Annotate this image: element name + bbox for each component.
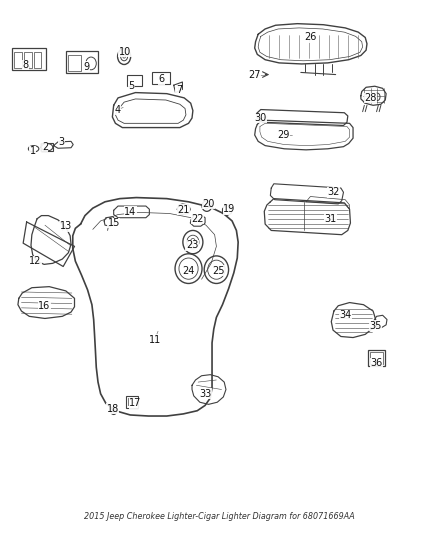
Text: 19: 19 bbox=[223, 204, 236, 214]
Text: 17: 17 bbox=[129, 398, 141, 408]
Bar bbox=[14, 52, 22, 68]
Bar bbox=[152, 72, 170, 84]
Text: 29: 29 bbox=[277, 130, 290, 140]
Bar bbox=[127, 398, 136, 406]
Text: 2: 2 bbox=[42, 142, 48, 152]
Text: 25: 25 bbox=[213, 266, 225, 276]
Text: 33: 33 bbox=[199, 389, 211, 399]
Text: 10: 10 bbox=[119, 47, 131, 56]
Bar bbox=[67, 55, 81, 71]
Bar bbox=[42, 143, 53, 151]
Text: 4: 4 bbox=[115, 104, 121, 115]
Text: 23: 23 bbox=[186, 240, 198, 251]
Text: 2015 Jeep Cherokee Lighter-Cigar Lighter Diagram for 68071669AA: 2015 Jeep Cherokee Lighter-Cigar Lighter… bbox=[84, 512, 354, 521]
Text: 1: 1 bbox=[30, 146, 36, 156]
Text: 27: 27 bbox=[248, 70, 261, 79]
Bar bbox=[371, 352, 383, 364]
Text: 5: 5 bbox=[128, 81, 134, 91]
Bar bbox=[368, 350, 385, 366]
Bar bbox=[12, 48, 46, 70]
Text: 28: 28 bbox=[364, 93, 377, 103]
Text: 16: 16 bbox=[38, 301, 50, 311]
Text: 32: 32 bbox=[328, 187, 340, 197]
Text: 14: 14 bbox=[124, 207, 136, 217]
Text: 7: 7 bbox=[176, 85, 182, 95]
Text: 20: 20 bbox=[202, 199, 215, 209]
Text: 18: 18 bbox=[107, 403, 119, 414]
Text: 12: 12 bbox=[29, 256, 42, 266]
Text: 9: 9 bbox=[84, 62, 90, 71]
Text: 24: 24 bbox=[182, 266, 195, 276]
Text: 3: 3 bbox=[58, 137, 64, 147]
Text: 6: 6 bbox=[159, 74, 165, 84]
Text: 22: 22 bbox=[191, 214, 204, 224]
Text: 35: 35 bbox=[370, 321, 382, 331]
Bar bbox=[126, 396, 138, 408]
Text: 34: 34 bbox=[339, 310, 351, 320]
Text: 15: 15 bbox=[107, 218, 120, 228]
Bar bbox=[66, 51, 99, 74]
Text: 21: 21 bbox=[177, 205, 190, 215]
Bar bbox=[24, 52, 32, 68]
Text: 11: 11 bbox=[148, 335, 161, 345]
Text: 26: 26 bbox=[304, 33, 317, 43]
Bar bbox=[34, 52, 42, 68]
Text: 36: 36 bbox=[371, 358, 383, 368]
Bar bbox=[127, 75, 141, 86]
Text: 31: 31 bbox=[324, 214, 336, 224]
Text: 8: 8 bbox=[23, 60, 29, 70]
Text: 30: 30 bbox=[254, 113, 267, 123]
Text: 13: 13 bbox=[60, 221, 72, 231]
